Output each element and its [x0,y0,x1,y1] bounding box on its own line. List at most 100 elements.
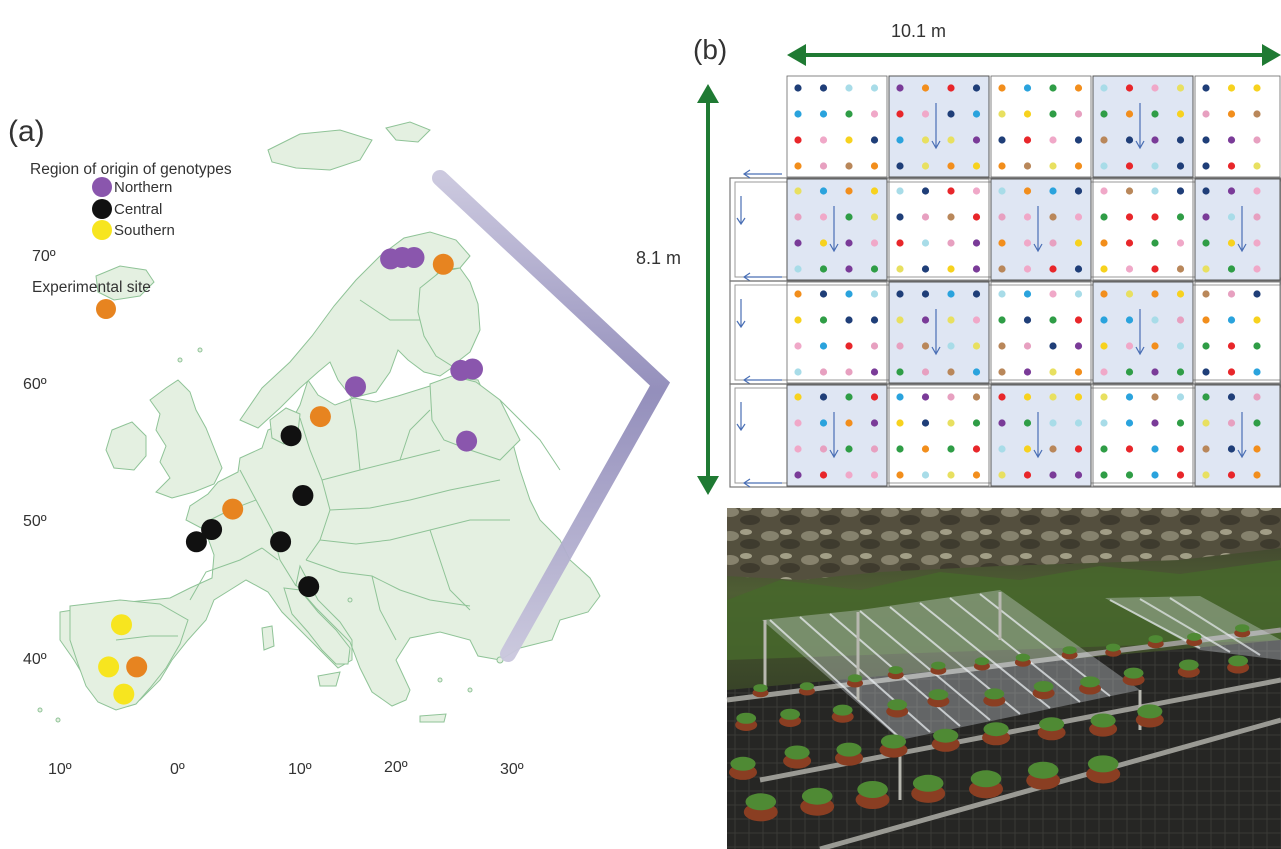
height-arrow [697,84,719,495]
genotype-dot [947,239,955,247]
genotype-dot [896,110,904,118]
genotype-dot [819,84,828,92]
genotype-dot [1227,239,1236,247]
genotype-dot [998,445,1006,453]
plant-foliage [1148,635,1163,644]
genotype-dot [845,342,853,350]
genotype-dot [972,471,981,479]
genotype-dot [870,316,879,324]
control-plot [888,178,990,281]
genotype-dot [819,187,828,195]
genotype-dot [896,393,904,401]
genotype-dot [1049,419,1057,427]
genotype-dot [947,342,955,350]
genotype-dot [870,265,879,273]
lat-label-60: 60º [23,376,47,393]
legend-label-northern: Northern [114,179,172,196]
plant-foliage [984,688,1005,700]
treatment-plot [1092,281,1194,384]
genotype-dot [794,368,802,376]
genotype-dot [1023,445,1032,453]
genotype-dot [870,393,879,401]
plant-foliage [933,728,959,743]
genotype-dot [972,162,981,170]
genotype-dot [998,316,1006,324]
sicily [317,671,341,687]
genotype-dot [1151,213,1159,221]
genotype-dot [921,316,930,324]
plant-foliage [847,674,863,683]
map-points [98,247,483,705]
treatment-plot [888,281,990,384]
genotype-dot [921,265,930,273]
genotype-dot [845,290,853,298]
genotype-dot [845,84,853,92]
genotype-dot [1202,162,1210,170]
genotype-dot [972,187,981,195]
genotype-dot [1049,393,1057,401]
genotype-dot [1049,162,1057,170]
genotype-dot [1151,342,1159,350]
genotype-dot [998,393,1006,401]
genotype-dot [1125,84,1134,92]
genotype-dot [896,445,904,453]
genotype-dot [1100,239,1108,247]
genotype-dot [972,84,981,92]
genotype-dot [1253,239,1261,247]
genotype-dot [1253,368,1261,376]
genotype-dot [870,110,879,118]
genotype-dot [794,342,802,350]
legend-swatch-site [96,299,116,319]
genotype-dot [972,316,981,324]
field-photo [726,508,1281,849]
genotype-dot [1227,471,1236,479]
genotype-dot [1100,368,1108,376]
control-plot [990,75,1092,178]
genotype-dot [870,290,879,298]
genotype-dot [1202,445,1210,453]
lon-label-0: 0º [170,761,185,778]
control-plot [888,384,990,487]
genotype-dot [896,265,904,273]
genotype-dot [1202,213,1210,221]
genotype-dot [972,265,981,273]
genotype-dot [845,213,853,221]
flow-arrow [742,272,782,282]
genotype-dot [819,265,828,273]
genotype-dot [819,471,828,479]
genotype-dot [1023,342,1032,350]
genotype-dot [947,445,955,453]
genotype-dot [1227,136,1236,144]
genotype-dot [1202,84,1210,92]
treatment-plot [786,178,888,281]
genotype-dot [819,342,828,350]
genotype-dot [1125,136,1134,144]
genotype-dot [870,419,879,427]
genotype-dot [921,368,930,376]
genotype-dot [819,162,828,170]
genotype-dot [845,110,853,118]
genotype-dot [1151,445,1159,453]
genotype-dot [1049,316,1057,324]
country-borders [115,299,561,641]
bench-row-frame [729,383,1281,488]
genotype-dot [921,471,930,479]
genotype-dot [1176,393,1185,401]
plant-foliage [1228,655,1248,667]
italy [283,587,351,665]
genotype-dot [1227,290,1236,298]
genotype-dot [819,239,828,247]
genotype-dot [1151,162,1159,170]
genotype-dot [921,162,930,170]
genotype-dot [1074,162,1083,170]
map-point-northern-2 [403,247,425,268]
genotype-dot [1023,471,1032,479]
genotype-dot [845,239,853,247]
genotype-dot [794,445,802,453]
genotype-dot [921,84,930,92]
genotype-dot [1125,445,1134,453]
genotype-dot [845,419,853,427]
panel-a-label: (a) [8,115,45,148]
genotype-dot [1074,239,1083,247]
plant-foliage [857,781,888,798]
